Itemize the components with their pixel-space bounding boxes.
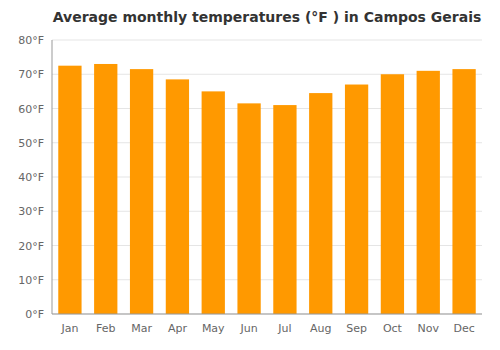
bar — [345, 85, 368, 314]
y-tick-label: 40°F — [18, 171, 44, 184]
x-tick-label: Feb — [96, 322, 115, 335]
x-axis-line — [52, 314, 482, 315]
y-grid — [52, 40, 482, 314]
y-tick-label: 80°F — [18, 34, 44, 47]
page: {"chart_data": {"type": "bar", "title": … — [0, 0, 500, 350]
y-tick-label: 0°F — [25, 308, 44, 321]
grid-line — [52, 314, 482, 315]
x-tick-label: Jan — [60, 322, 78, 335]
bar — [237, 103, 260, 314]
x-tick-label: Jul — [277, 322, 291, 335]
x-tick-label: Mar — [131, 322, 152, 335]
bar — [452, 69, 475, 314]
bar — [309, 93, 332, 314]
y-tick-labels: 0°F 10°F 20°F 30°F 40°F 50°F 60°F 70°F 80°F — [18, 34, 44, 321]
x-tick-label: Sep — [346, 322, 367, 335]
x-tick-label: Jun — [239, 322, 257, 335]
y-tick-label: 50°F — [18, 137, 44, 150]
bar — [273, 105, 296, 314]
bar — [381, 74, 404, 314]
chart-svg: Average monthly temperatures (°F ) in Ca… — [0, 0, 500, 350]
x-tick-label: May — [202, 322, 225, 335]
bar — [166, 79, 189, 314]
y-tick-label: 70°F — [18, 68, 44, 81]
x-tick-label: Oct — [383, 322, 403, 335]
y-axis-line — [52, 40, 53, 314]
y-tick-label: 10°F — [18, 274, 44, 287]
bar — [58, 66, 81, 314]
bar — [417, 71, 440, 314]
y-tick-label: 60°F — [18, 103, 44, 116]
x-tick-labels: Jan Feb Mar Apr May Jun Jul Aug Sep Oct Nov Dec — [60, 322, 474, 335]
x-tick-label: Aug — [310, 322, 331, 335]
grid-line — [52, 40, 482, 41]
x-tick-label: Dec — [453, 322, 474, 335]
chart-container: Average monthly temperatures (°F ) in Ca… — [0, 0, 500, 350]
x-tick-label: Apr — [168, 322, 188, 335]
x-tick-label: Nov — [418, 322, 440, 335]
bar — [94, 64, 117, 314]
y-tick-label: 30°F — [18, 205, 44, 218]
y-tick-label: 20°F — [18, 240, 44, 253]
chart-title: Average monthly temperatures (°F ) in Ca… — [53, 9, 482, 25]
bar — [130, 69, 153, 314]
bars — [58, 64, 475, 314]
bar — [202, 91, 225, 314]
